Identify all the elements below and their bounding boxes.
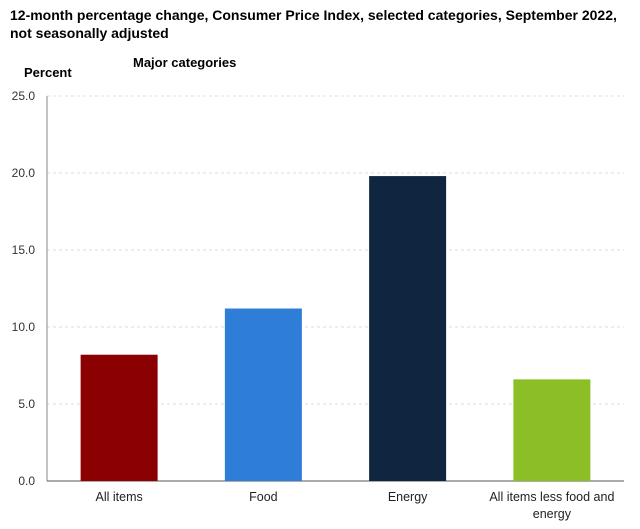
x-tick-label: All items — [96, 490, 143, 504]
chart-subtitle: Major categories — [133, 55, 237, 70]
y-tick-label: 0.0 — [18, 474, 35, 488]
y-tick-label: 25.0 — [12, 89, 36, 103]
x-tick-label: Energy — [388, 490, 428, 504]
y-tick-label: 20.0 — [12, 166, 36, 180]
y-axis-label: Percent — [24, 65, 72, 80]
x-tick-label: All items less food and energy — [489, 490, 614, 521]
y-tick-label: 5.0 — [18, 397, 35, 411]
bar — [224, 308, 302, 481]
chart-title: 12-month percentage change, Consumer Pri… — [10, 7, 617, 41]
bar — [513, 379, 591, 481]
y-tick-label: 10.0 — [12, 320, 36, 334]
x-tick-label: Food — [249, 490, 278, 504]
bar — [369, 176, 447, 481]
bar — [80, 354, 158, 481]
y-tick-label: 15.0 — [12, 243, 36, 257]
